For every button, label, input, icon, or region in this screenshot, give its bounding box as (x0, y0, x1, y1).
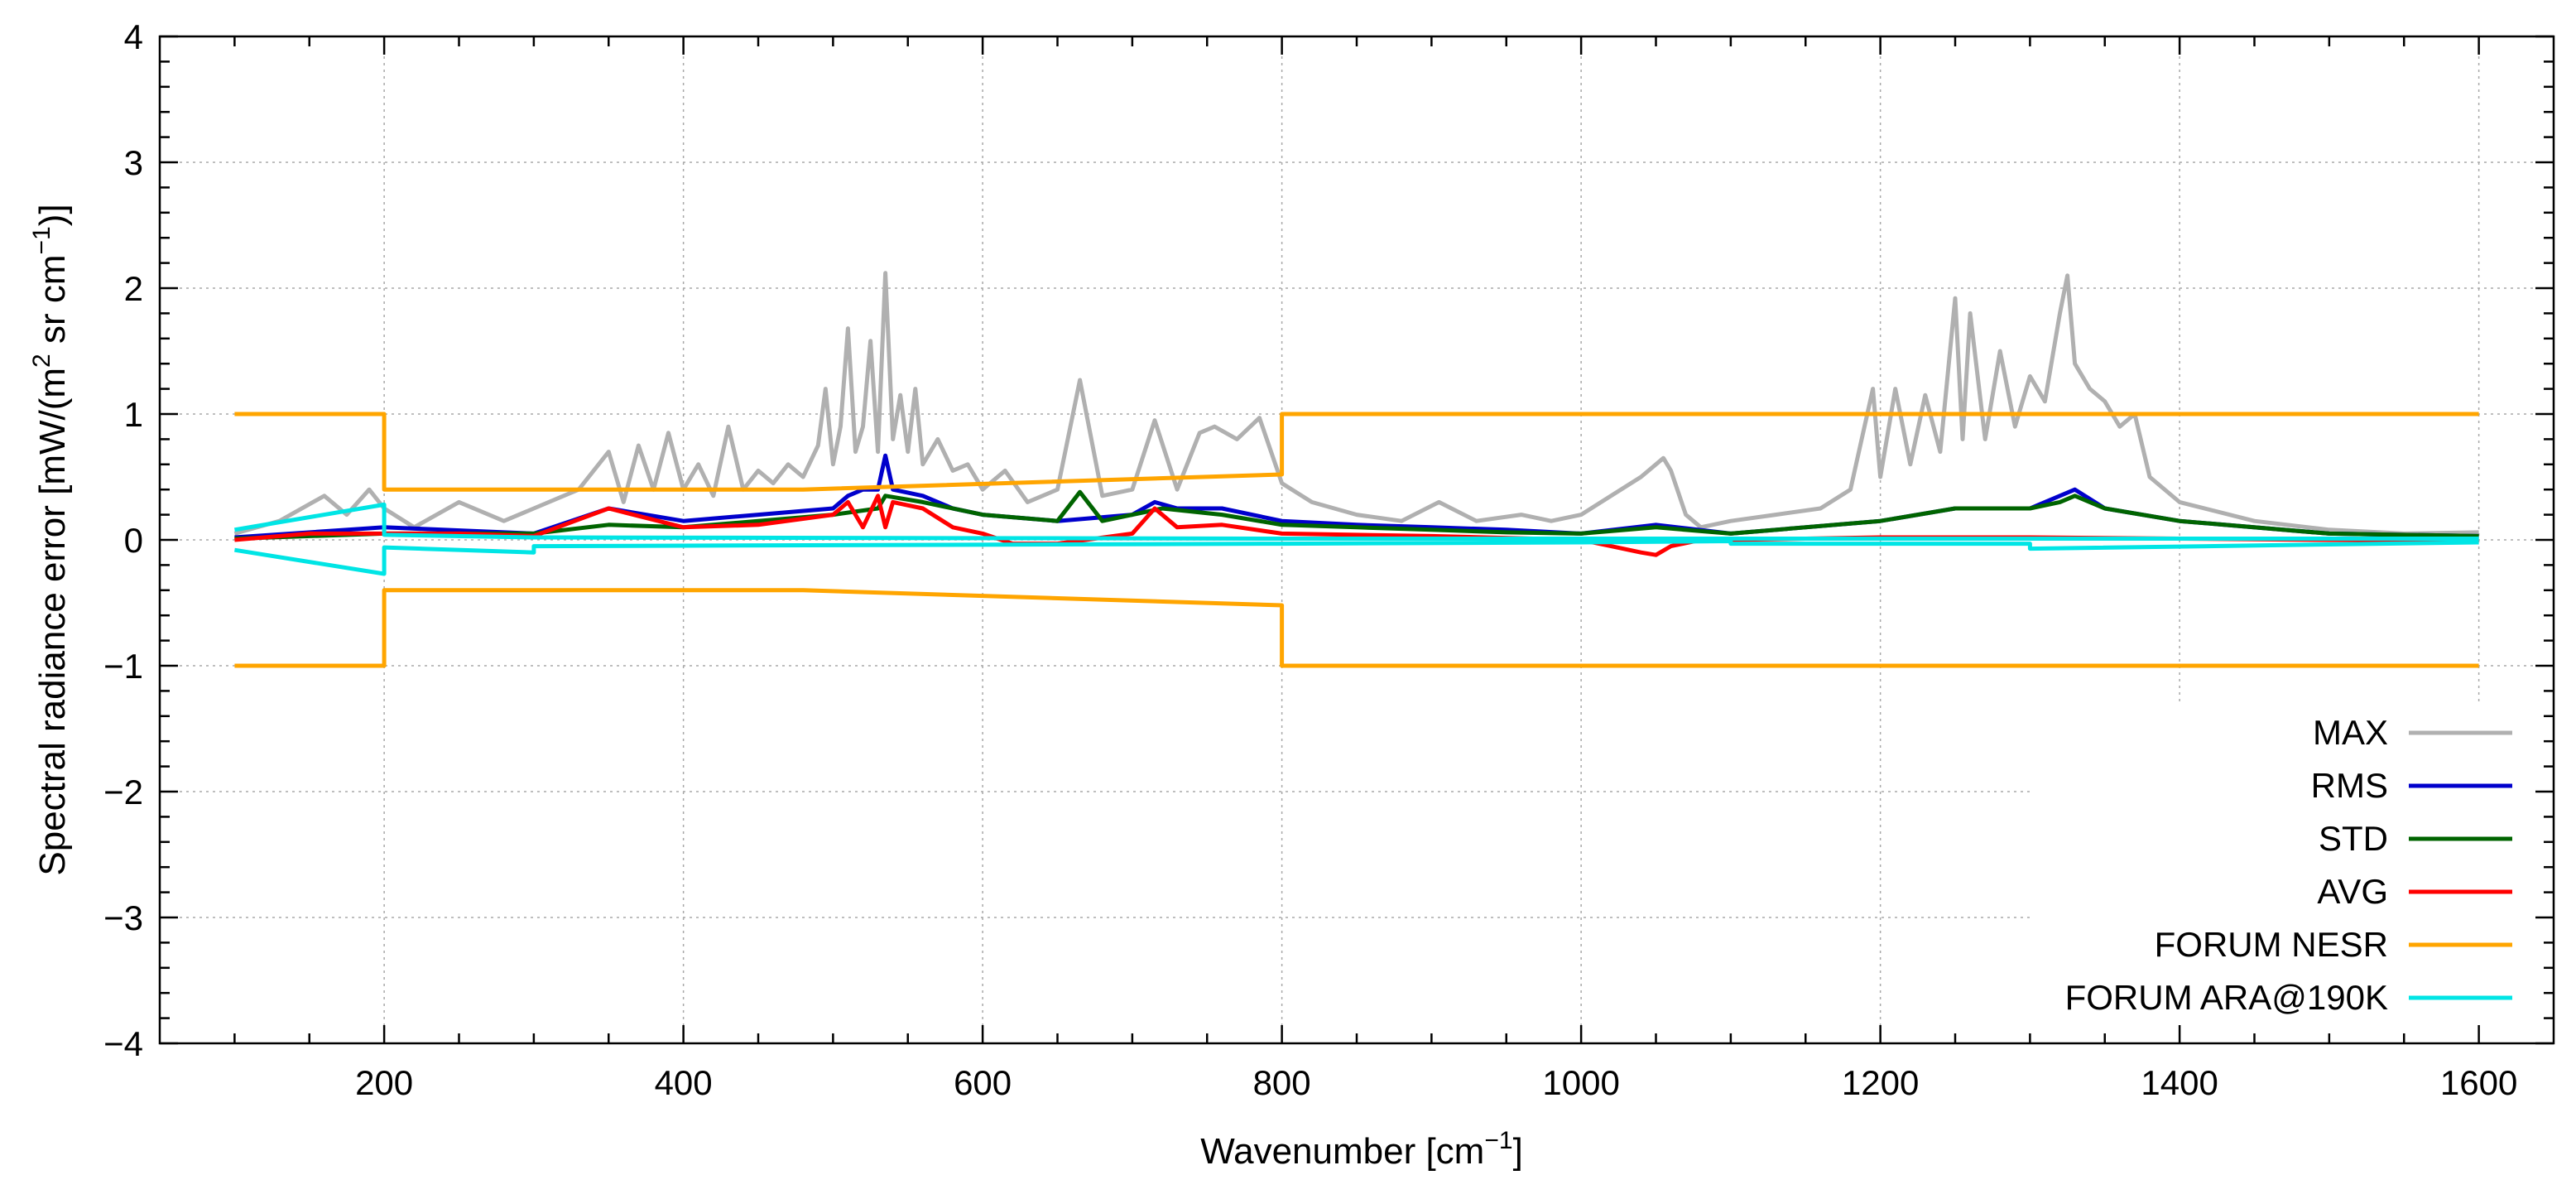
x-tick-label: 200 (355, 1063, 413, 1102)
legend-label-forum-ara-190k: FORUM ARA@190K (2065, 978, 2388, 1017)
legend-label-max: MAX (2313, 713, 2388, 752)
y-axis-title-part-2: sr cm (32, 254, 73, 354)
y-tick-label: 3 (124, 143, 143, 182)
legend-label-std: STD (2319, 819, 2388, 858)
legend-background (2032, 702, 2545, 1027)
y-axis-title-part-3: )] (32, 204, 73, 226)
std-series-line (234, 489, 2479, 541)
y-tick-label: 4 (124, 17, 143, 56)
y-axis-title-part-1: Spectral radiance error [mW/(m (32, 368, 73, 876)
legend-label-rms: RMS (2311, 766, 2388, 805)
y-tick-label: −1 (103, 647, 143, 686)
legend-label-forum-nesr: FORUM NESR (2155, 925, 2388, 964)
y-tick-label: 1 (124, 395, 143, 434)
x-axis-title-end: ] (1513, 1131, 1523, 1172)
y-axis-title-sup-2: −1 (28, 226, 55, 254)
y-axis-title: Spectral radiance error [mW/(m2 sr cm−1)… (28, 204, 73, 875)
axis-ticks (160, 35, 2554, 1045)
x-tick-label: 400 (655, 1063, 713, 1102)
x-axis-title-superscript: −1 (1484, 1127, 1512, 1154)
y-tick-label: −3 (103, 898, 143, 937)
y-tick-label: −2 (103, 773, 143, 811)
x-tick-label: 600 (954, 1063, 1012, 1102)
x-axis-title: Wavenumber [cm−1] (1200, 1127, 1523, 1172)
forum-nesr-series-line (234, 412, 2479, 492)
x-tick-label: 1600 (2440, 1063, 2517, 1102)
y-tick-label: 0 (124, 521, 143, 560)
legend: MAX RMS STD AVG FORUM NESR FORUM ARA@190K (2065, 713, 2512, 1017)
x-tick-label: 1400 (2141, 1063, 2218, 1102)
axis-tick-labels: 200 400 600 800 1000 1200 1400 1600 −4 −3 −2 −1 0 1 2 3… (103, 17, 2517, 1102)
forum-ara-190k-series-line (233, 502, 2479, 541)
forum-ara-190k-series-line-lower (234, 539, 2479, 576)
y-tick-label: 2 (124, 269, 143, 308)
x-tick-label: 1000 (1542, 1063, 1619, 1102)
max-series-line (233, 271, 2479, 536)
y-axis-title-sup-1: 2 (28, 354, 55, 368)
data-series (233, 271, 2479, 668)
x-tick-label: 800 (1253, 1063, 1311, 1102)
y-tick-label: −4 (103, 1024, 143, 1063)
legend-label-avg: AVG (2317, 872, 2388, 911)
forum-nesr-series-line-lower (234, 588, 2479, 668)
x-axis-title-main: Wavenumber [cm (1200, 1131, 1484, 1172)
x-tick-label: 1200 (1842, 1063, 1919, 1102)
